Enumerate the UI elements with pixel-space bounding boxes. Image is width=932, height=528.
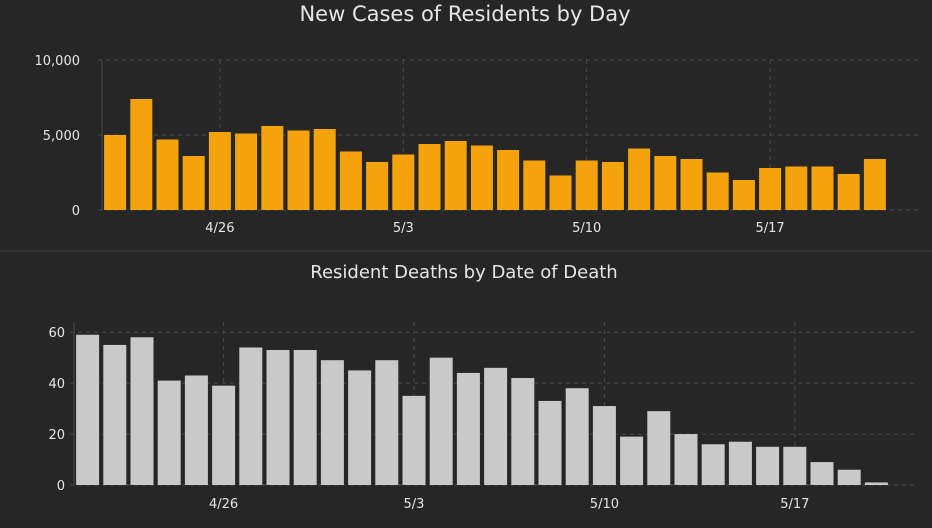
cases-x-tick-labels: 4/26 5/3 5/10 5/17 — [205, 221, 784, 236]
cases-x-tick-label: 5/3 — [393, 221, 414, 236]
deaths-bar — [810, 462, 834, 485]
deaths-bar — [647, 411, 671, 485]
cases-bar — [392, 154, 415, 210]
deaths-bar — [76, 334, 100, 485]
cases-bar — [287, 130, 310, 210]
cases-bar — [837, 174, 860, 210]
deaths-bar — [728, 441, 752, 485]
cases-bar — [575, 160, 598, 210]
cases-bar — [706, 172, 729, 210]
deaths-bar — [837, 469, 861, 485]
deaths-x-tick-label: 5/10 — [590, 497, 619, 512]
deaths-y-tick-label: 20 — [48, 428, 65, 443]
deaths-y-tick-label: 0 — [57, 479, 65, 494]
deaths-bar — [864, 482, 888, 485]
cases-bar — [261, 126, 284, 210]
cases-bar — [601, 162, 624, 210]
cases-y-tick-label: 10,000 — [35, 54, 81, 69]
cases-bar — [470, 145, 493, 210]
deaths-bar — [701, 444, 725, 485]
cases-bar — [497, 150, 520, 210]
cases-bar — [759, 168, 782, 210]
cases-x-tick-label: 4/26 — [205, 221, 234, 236]
cases-bar — [549, 175, 572, 210]
cases-y-tick-label: 0 — [72, 204, 80, 219]
cases-y-tick-label: 5,000 — [43, 129, 80, 144]
cases-bar — [863, 159, 886, 210]
deaths-y-tick-label: 40 — [48, 377, 65, 392]
deaths-bar — [239, 347, 263, 485]
cases-bar — [418, 144, 441, 210]
deaths-bar — [620, 436, 644, 485]
deaths-x-tick-labels: 4/26 5/3 5/10 5/17 — [209, 497, 809, 512]
deaths-bar — [565, 388, 589, 485]
cases-bar — [130, 99, 153, 210]
deaths-bar — [130, 337, 154, 485]
cases-x-tick-label: 5/10 — [572, 221, 601, 236]
deaths-x-tick-label: 4/26 — [209, 497, 238, 512]
cases-bar — [444, 141, 467, 210]
deaths-bar — [348, 370, 372, 485]
cases-bar — [523, 160, 546, 210]
deaths-bar — [456, 372, 480, 485]
deaths-bars — [76, 334, 888, 485]
deaths-bar — [103, 344, 127, 485]
deaths-bar — [484, 367, 508, 485]
cases-bars — [104, 99, 886, 210]
deaths-bar — [429, 357, 453, 485]
deaths-chart: Resident Deaths by Date of Death 0 20 40 60… — [48, 262, 918, 512]
cases-bar — [654, 156, 677, 210]
deaths-x-tick-label: 5/3 — [404, 497, 425, 512]
cases-chart-title: New Cases of Residents by Day — [299, 2, 630, 26]
cases-bar — [366, 162, 389, 210]
cases-bar — [680, 159, 703, 210]
deaths-bar — [184, 375, 208, 485]
cases-bar — [628, 148, 651, 210]
cases-bar — [785, 166, 808, 210]
deaths-x-tick-label: 5/17 — [780, 497, 809, 512]
cases-bar — [339, 151, 362, 210]
cases-bar — [235, 133, 258, 210]
deaths-bar — [320, 360, 344, 485]
deaths-bar — [157, 380, 181, 485]
deaths-bar — [212, 385, 236, 485]
deaths-bar — [266, 350, 290, 485]
cases-bar — [156, 139, 179, 210]
cases-bar — [208, 132, 231, 210]
cases-bar — [182, 156, 205, 210]
deaths-bar — [293, 350, 317, 485]
cases-bar — [732, 180, 755, 210]
cases-chart: New Cases of Residents by Day 0 5,000 10,0… — [35, 2, 918, 236]
deaths-bar — [402, 395, 426, 485]
deaths-y-tick-labels: 0 20 40 60 — [48, 326, 65, 494]
deaths-y-tick-label: 60 — [48, 326, 65, 341]
cases-bar — [104, 135, 127, 210]
cases-x-tick-label: 5/17 — [755, 221, 784, 236]
deaths-bar — [592, 406, 616, 485]
deaths-bar — [538, 400, 562, 485]
deaths-chart-title: Resident Deaths by Date of Death — [310, 262, 617, 283]
deaths-bar — [674, 434, 698, 485]
deaths-bar — [375, 360, 399, 485]
cases-bar — [811, 166, 834, 210]
cases-bar — [313, 129, 336, 210]
cases-y-tick-labels: 0 5,000 10,000 — [35, 54, 81, 219]
deaths-bar — [756, 446, 780, 485]
deaths-bar — [511, 378, 535, 485]
deaths-bar — [783, 446, 807, 485]
